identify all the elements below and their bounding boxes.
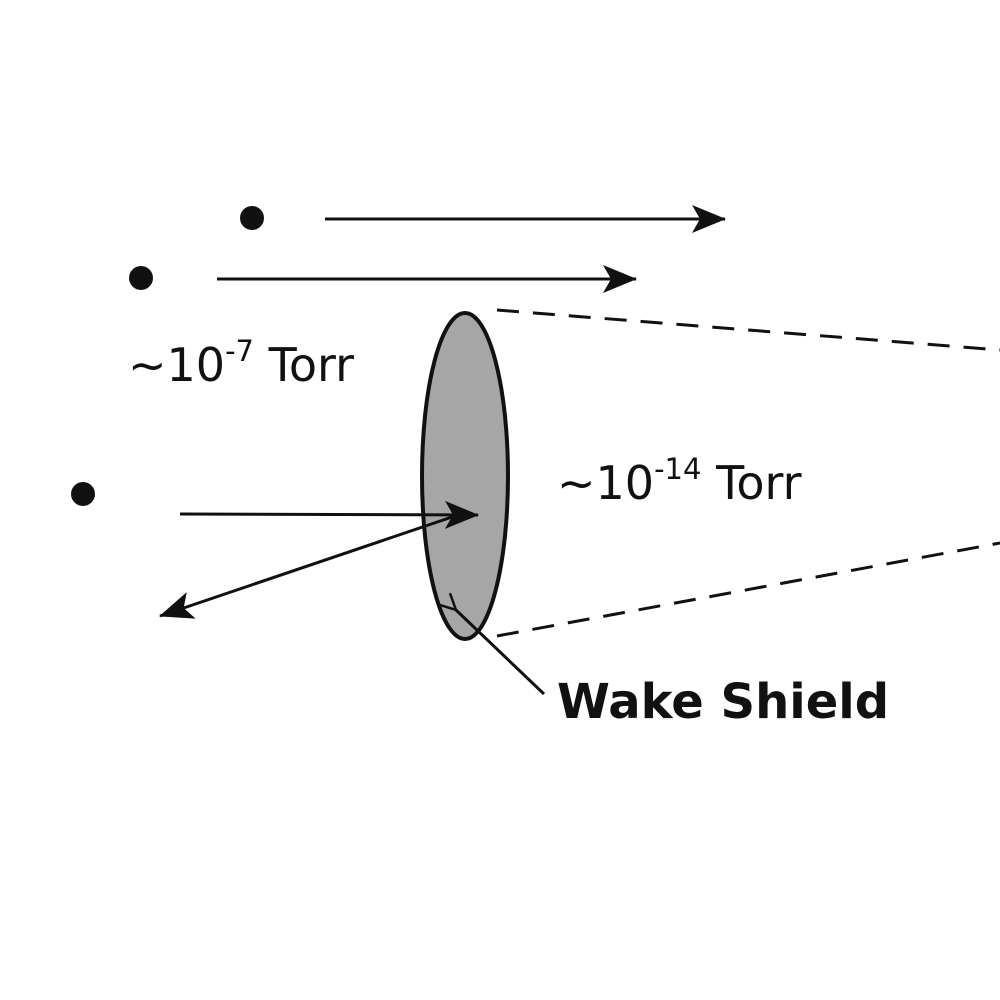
- gas-particle: [240, 206, 264, 230]
- gas-particle: [71, 482, 95, 506]
- wake-pressure-base: ~10: [557, 456, 654, 510]
- wake-boundary-line: [496, 541, 1000, 638]
- wake-pressure-exponent: -14: [654, 452, 701, 486]
- wake-shield-disk: [420, 311, 510, 641]
- outside-pressure-label: ~10-7 Torr: [128, 334, 354, 392]
- incident-arrow: [179, 500, 479, 529]
- wake-boundary-line: [496, 308, 1000, 352]
- shield-pointer-arrow: [456, 610, 546, 696]
- outside-pressure-exponent: -7: [225, 334, 254, 368]
- outside-pressure-unit: Torr: [254, 338, 354, 392]
- wake-pressure-label: ~10-14 Torr: [557, 452, 802, 510]
- wake-shield-label: Wake Shield: [557, 674, 889, 730]
- wake-pressure-unit: Torr: [701, 456, 801, 510]
- reflected-arrow: [159, 514, 456, 619]
- outside-pressure-base: ~10: [128, 338, 225, 392]
- gas-particle: [129, 266, 153, 290]
